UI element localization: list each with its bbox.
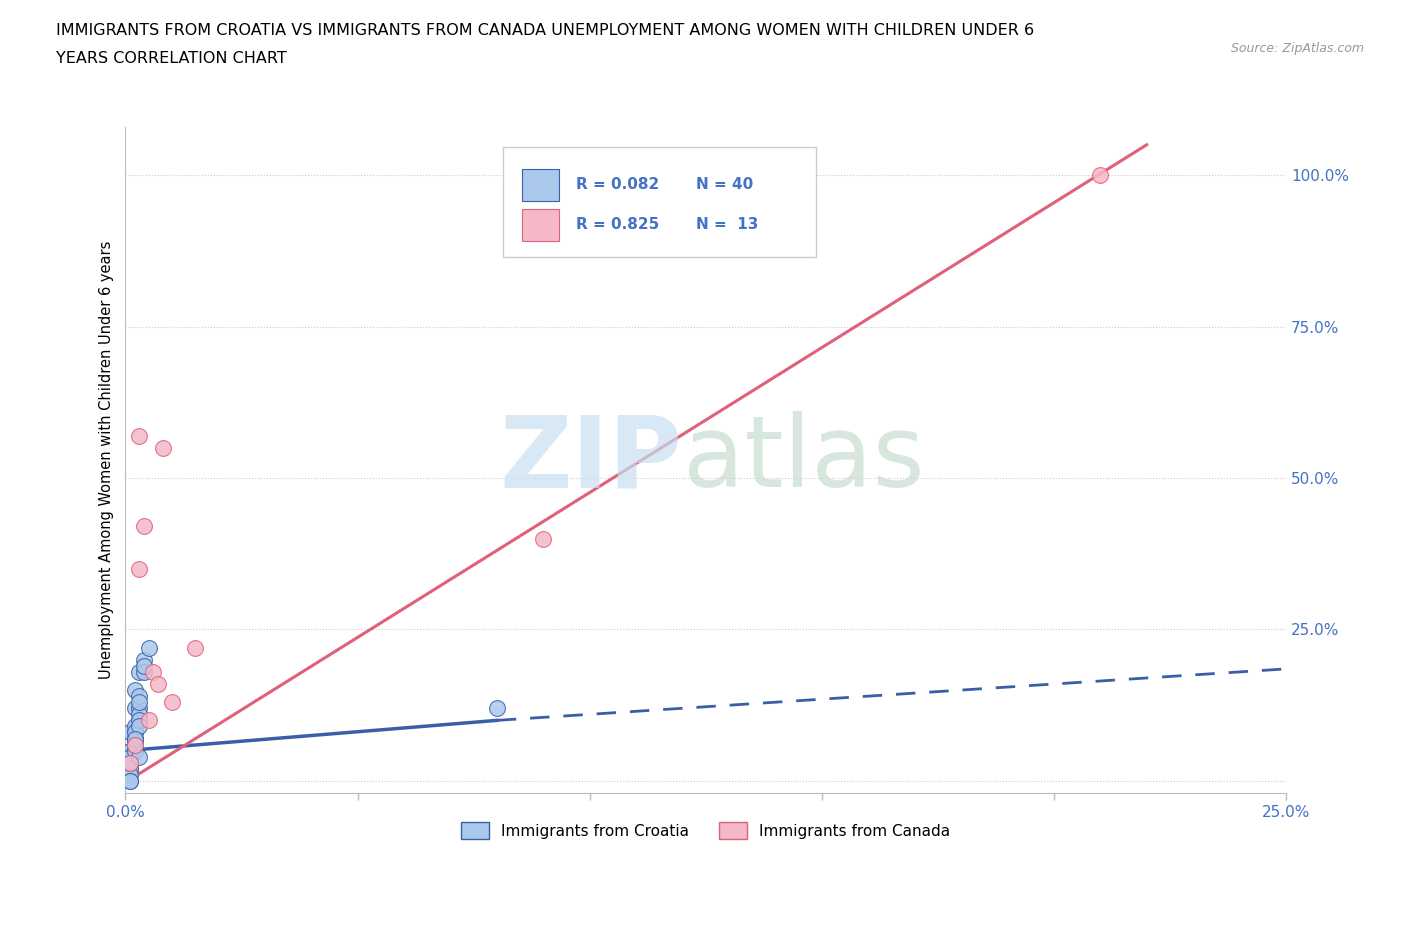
Point — [124, 731, 146, 746]
Text: N = 40: N = 40 — [696, 177, 754, 192]
Point — [120, 725, 142, 740]
Point — [120, 762, 142, 777]
Point — [124, 737, 146, 752]
Point — [120, 767, 142, 782]
Point — [124, 701, 146, 716]
Point — [152, 440, 174, 455]
Point — [120, 755, 142, 770]
Point — [138, 640, 160, 655]
Bar — [523, 168, 560, 201]
Point — [128, 750, 150, 764]
Point — [120, 774, 142, 789]
Text: ZIP: ZIP — [499, 411, 682, 509]
Point — [485, 701, 508, 716]
Point — [124, 737, 146, 752]
Text: atlas: atlas — [682, 411, 924, 509]
Point — [146, 677, 169, 692]
Point — [138, 713, 160, 728]
Legend: Immigrants from Croatia, Immigrants from Canada: Immigrants from Croatia, Immigrants from… — [456, 816, 956, 845]
Point — [120, 750, 142, 764]
Point — [128, 562, 150, 577]
Point — [120, 755, 142, 770]
Text: N =  13: N = 13 — [696, 217, 759, 232]
Point — [124, 683, 146, 698]
FancyBboxPatch shape — [502, 147, 815, 257]
Point — [531, 531, 554, 546]
Point — [120, 755, 142, 770]
Point — [120, 750, 142, 764]
Point — [128, 689, 150, 704]
Point — [128, 701, 150, 716]
Point — [132, 519, 155, 534]
Point — [128, 707, 150, 722]
Point — [124, 725, 146, 740]
Point — [120, 755, 142, 770]
Point — [128, 713, 150, 728]
Point — [124, 719, 146, 734]
Point — [120, 743, 142, 758]
Point — [132, 658, 155, 673]
Point — [132, 664, 155, 679]
Point — [124, 731, 146, 746]
Text: Source: ZipAtlas.com: Source: ZipAtlas.com — [1230, 42, 1364, 55]
Point — [120, 762, 142, 777]
Point — [120, 774, 142, 789]
Point — [120, 743, 142, 758]
Point — [124, 737, 146, 752]
Text: R = 0.082: R = 0.082 — [575, 177, 659, 192]
Point — [184, 640, 207, 655]
Point — [1090, 167, 1112, 182]
Bar — [523, 209, 560, 241]
Point — [132, 652, 155, 667]
Y-axis label: Unemployment Among Women with Children Under 6 years: Unemployment Among Women with Children U… — [100, 241, 114, 679]
Point — [124, 737, 146, 752]
Point — [124, 731, 146, 746]
Point — [128, 713, 150, 728]
Point — [128, 664, 150, 679]
Text: IMMIGRANTS FROM CROATIA VS IMMIGRANTS FROM CANADA UNEMPLOYMENT AMONG WOMEN WITH : IMMIGRANTS FROM CROATIA VS IMMIGRANTS FR… — [56, 23, 1035, 38]
Text: R = 0.825: R = 0.825 — [575, 217, 659, 232]
Point — [124, 743, 146, 758]
Point — [142, 664, 165, 679]
Point — [160, 695, 183, 710]
Point — [120, 755, 142, 770]
Point — [124, 725, 146, 740]
Point — [128, 695, 150, 710]
Point — [128, 428, 150, 443]
Point — [128, 719, 150, 734]
Text: YEARS CORRELATION CHART: YEARS CORRELATION CHART — [56, 51, 287, 66]
